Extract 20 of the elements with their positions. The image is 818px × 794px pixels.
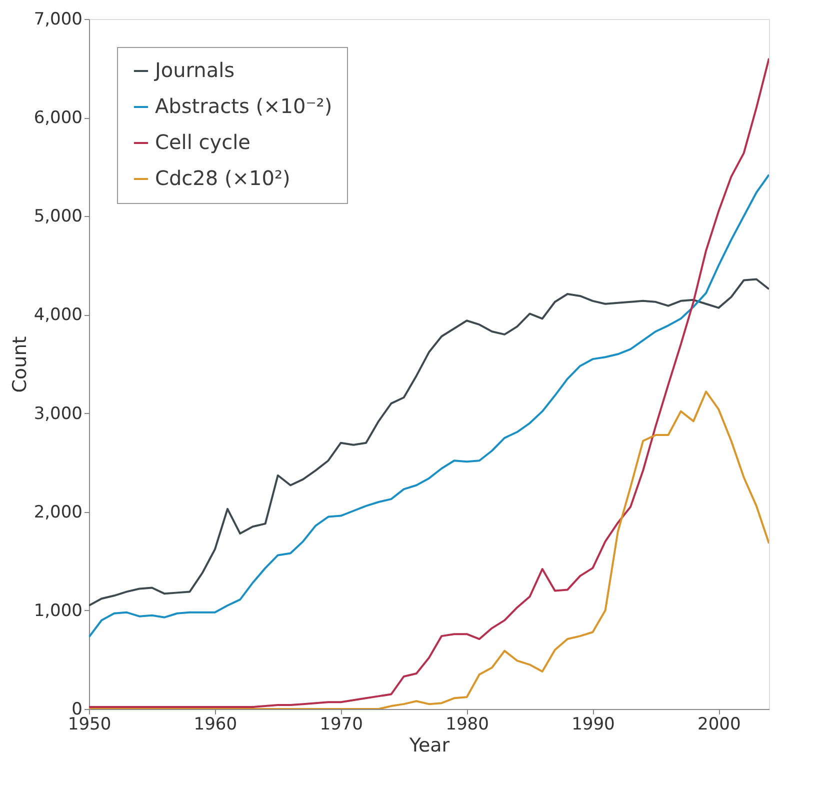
- legend-label: Journals: [153, 58, 235, 82]
- line-series: [89, 278, 769, 606]
- x-axis-title: Year: [408, 734, 450, 756]
- x-tick-label: 1950: [68, 714, 112, 734]
- x-tick-label: 1980: [446, 714, 489, 734]
- y-tick-label: 6,000: [34, 108, 82, 128]
- x-tick-label: 1970: [320, 714, 363, 734]
- legend-label: Cell cycle: [155, 130, 250, 154]
- legend-label: Abstracts (×10⁻²): [155, 94, 332, 118]
- x-tick-label: 1960: [194, 714, 238, 734]
- y-tick-label: 1,000: [34, 600, 82, 621]
- x-tick-label: 2000: [697, 714, 741, 734]
- y-tick-label: 2,000: [34, 502, 82, 522]
- y-tick-label: 3,000: [34, 404, 82, 424]
- y-tick-label: 7,000: [34, 10, 82, 30]
- legend-label: Cdc28 (×10²): [155, 166, 290, 190]
- y-tick-label: 4,000: [34, 305, 82, 326]
- y-tick-label: 5,000: [34, 206, 82, 227]
- x-tick-label: 1990: [572, 714, 615, 734]
- y-axis-title: Count: [8, 336, 31, 393]
